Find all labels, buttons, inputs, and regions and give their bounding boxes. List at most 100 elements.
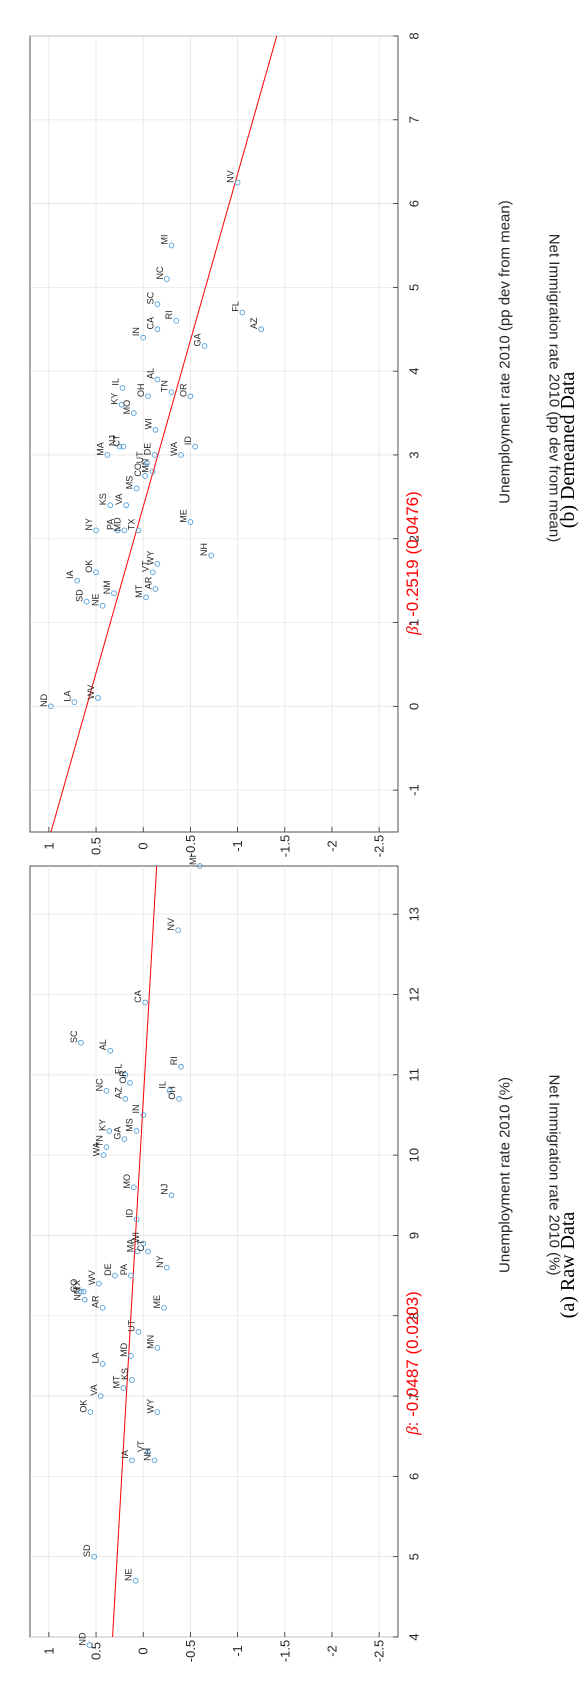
x-tick-label: 6	[407, 200, 422, 207]
data-point	[178, 1063, 184, 1070]
data-point	[192, 443, 198, 450]
point-label: NY	[84, 518, 94, 531]
point-label: MD	[112, 517, 122, 531]
point-label: NE	[91, 594, 101, 607]
point-label: NC	[155, 266, 165, 279]
point-label: OH	[136, 384, 146, 398]
point-label: MI	[160, 234, 170, 244]
point-label: WA	[169, 442, 179, 456]
data-point	[107, 502, 114, 509]
data-point	[142, 473, 148, 479]
point-label: VA	[89, 1384, 99, 1395]
x-tick-label: -1	[407, 784, 422, 796]
point-label: SD	[75, 589, 85, 602]
data-point	[161, 1304, 167, 1311]
point-label: FL	[230, 301, 240, 312]
data-point	[149, 468, 156, 475]
data-point	[111, 590, 117, 597]
x-tick-label: 2	[407, 535, 422, 542]
x-tick-label: 3	[407, 451, 422, 458]
point-label: MI	[188, 855, 198, 865]
data-point	[103, 1088, 110, 1094]
y-tick-label: 1	[41, 1647, 56, 1654]
point-label: IL	[110, 378, 120, 386]
beta-symbol: β	[403, 626, 422, 636]
point-label: NV	[226, 170, 236, 183]
data-point	[91, 1553, 98, 1560]
point-label: NE	[124, 1569, 134, 1582]
data-point	[145, 393, 151, 400]
point-label: GA	[112, 1127, 122, 1140]
regression-line	[50, 36, 278, 832]
point-label: NJ	[108, 435, 118, 446]
y-tick-label: -1.5	[277, 1640, 292, 1662]
x-tick-label: 13	[407, 907, 422, 921]
data-point	[133, 485, 140, 492]
point-label: DE	[143, 443, 153, 456]
data-point	[135, 527, 142, 534]
point-label: NJ	[160, 1184, 170, 1195]
data-point	[103, 1144, 110, 1150]
data-point	[122, 1071, 129, 1078]
data-point	[140, 334, 147, 341]
point-label: OK	[84, 560, 94, 573]
data-point	[81, 1296, 88, 1303]
point-label: MO	[122, 1174, 132, 1189]
data-point	[166, 1088, 173, 1094]
data-point	[122, 1096, 129, 1102]
point-label: OR	[118, 1070, 128, 1084]
point-label: CT	[111, 434, 121, 446]
y-tick-label: -0.5	[183, 835, 198, 857]
point-label: IN	[131, 327, 141, 336]
data-point	[93, 527, 99, 534]
point-label: PA	[106, 519, 116, 530]
data-point	[173, 318, 180, 324]
x-tick-label: 9	[407, 1232, 422, 1239]
point-label: TX	[127, 519, 137, 531]
x-tick-label: 7	[407, 1392, 422, 1399]
point-label: FL	[113, 1064, 123, 1075]
data-point	[116, 443, 123, 450]
point-label: WY	[145, 551, 155, 566]
beta-value: : -0.2519 (0.0476)	[403, 491, 422, 626]
data-point	[99, 1361, 106, 1367]
data-point	[234, 179, 241, 186]
data-point	[86, 1642, 93, 1648]
point-label: MS	[125, 1118, 135, 1132]
data-point	[152, 586, 159, 592]
point-label: ND	[77, 1632, 87, 1645]
y-tick-label: -2.5	[372, 835, 387, 857]
beta-symbol: β	[403, 1426, 422, 1436]
y-axis-label: Net Immigration rate 2010 (%)	[546, 1075, 563, 1276]
y-tick-label: 0.5	[89, 837, 104, 855]
data-point	[121, 527, 128, 534]
data-point	[71, 699, 78, 705]
point-label: RI	[169, 1056, 179, 1065]
point-label: ME	[152, 1295, 162, 1309]
data-point	[74, 577, 81, 584]
point-label: MD	[119, 1342, 129, 1356]
y-tick-label: -0.5	[183, 1640, 198, 1662]
point-label: CO	[133, 463, 143, 477]
data-point	[112, 1272, 118, 1279]
y-tick-label: 0.5	[89, 1642, 104, 1660]
point-label: MA	[126, 1239, 136, 1253]
plot-area	[29, 865, 399, 1638]
data-point	[187, 519, 194, 525]
data-point	[168, 242, 175, 249]
data-point	[142, 999, 148, 1006]
data-point	[133, 1128, 140, 1134]
data-point	[143, 594, 149, 601]
data-point	[129, 1377, 135, 1383]
point-label: WA	[92, 1142, 102, 1156]
figure-caption: (b) Demeaned Data	[557, 372, 579, 529]
data-point	[130, 1184, 137, 1191]
y-tick-label: -1.5	[277, 835, 292, 857]
data-point	[134, 1248, 141, 1255]
data-point	[151, 1457, 158, 1464]
point-label: TN	[94, 1135, 104, 1147]
x-tick-label: 10	[407, 1148, 422, 1162]
data-point	[201, 343, 208, 349]
data-point	[152, 426, 159, 433]
